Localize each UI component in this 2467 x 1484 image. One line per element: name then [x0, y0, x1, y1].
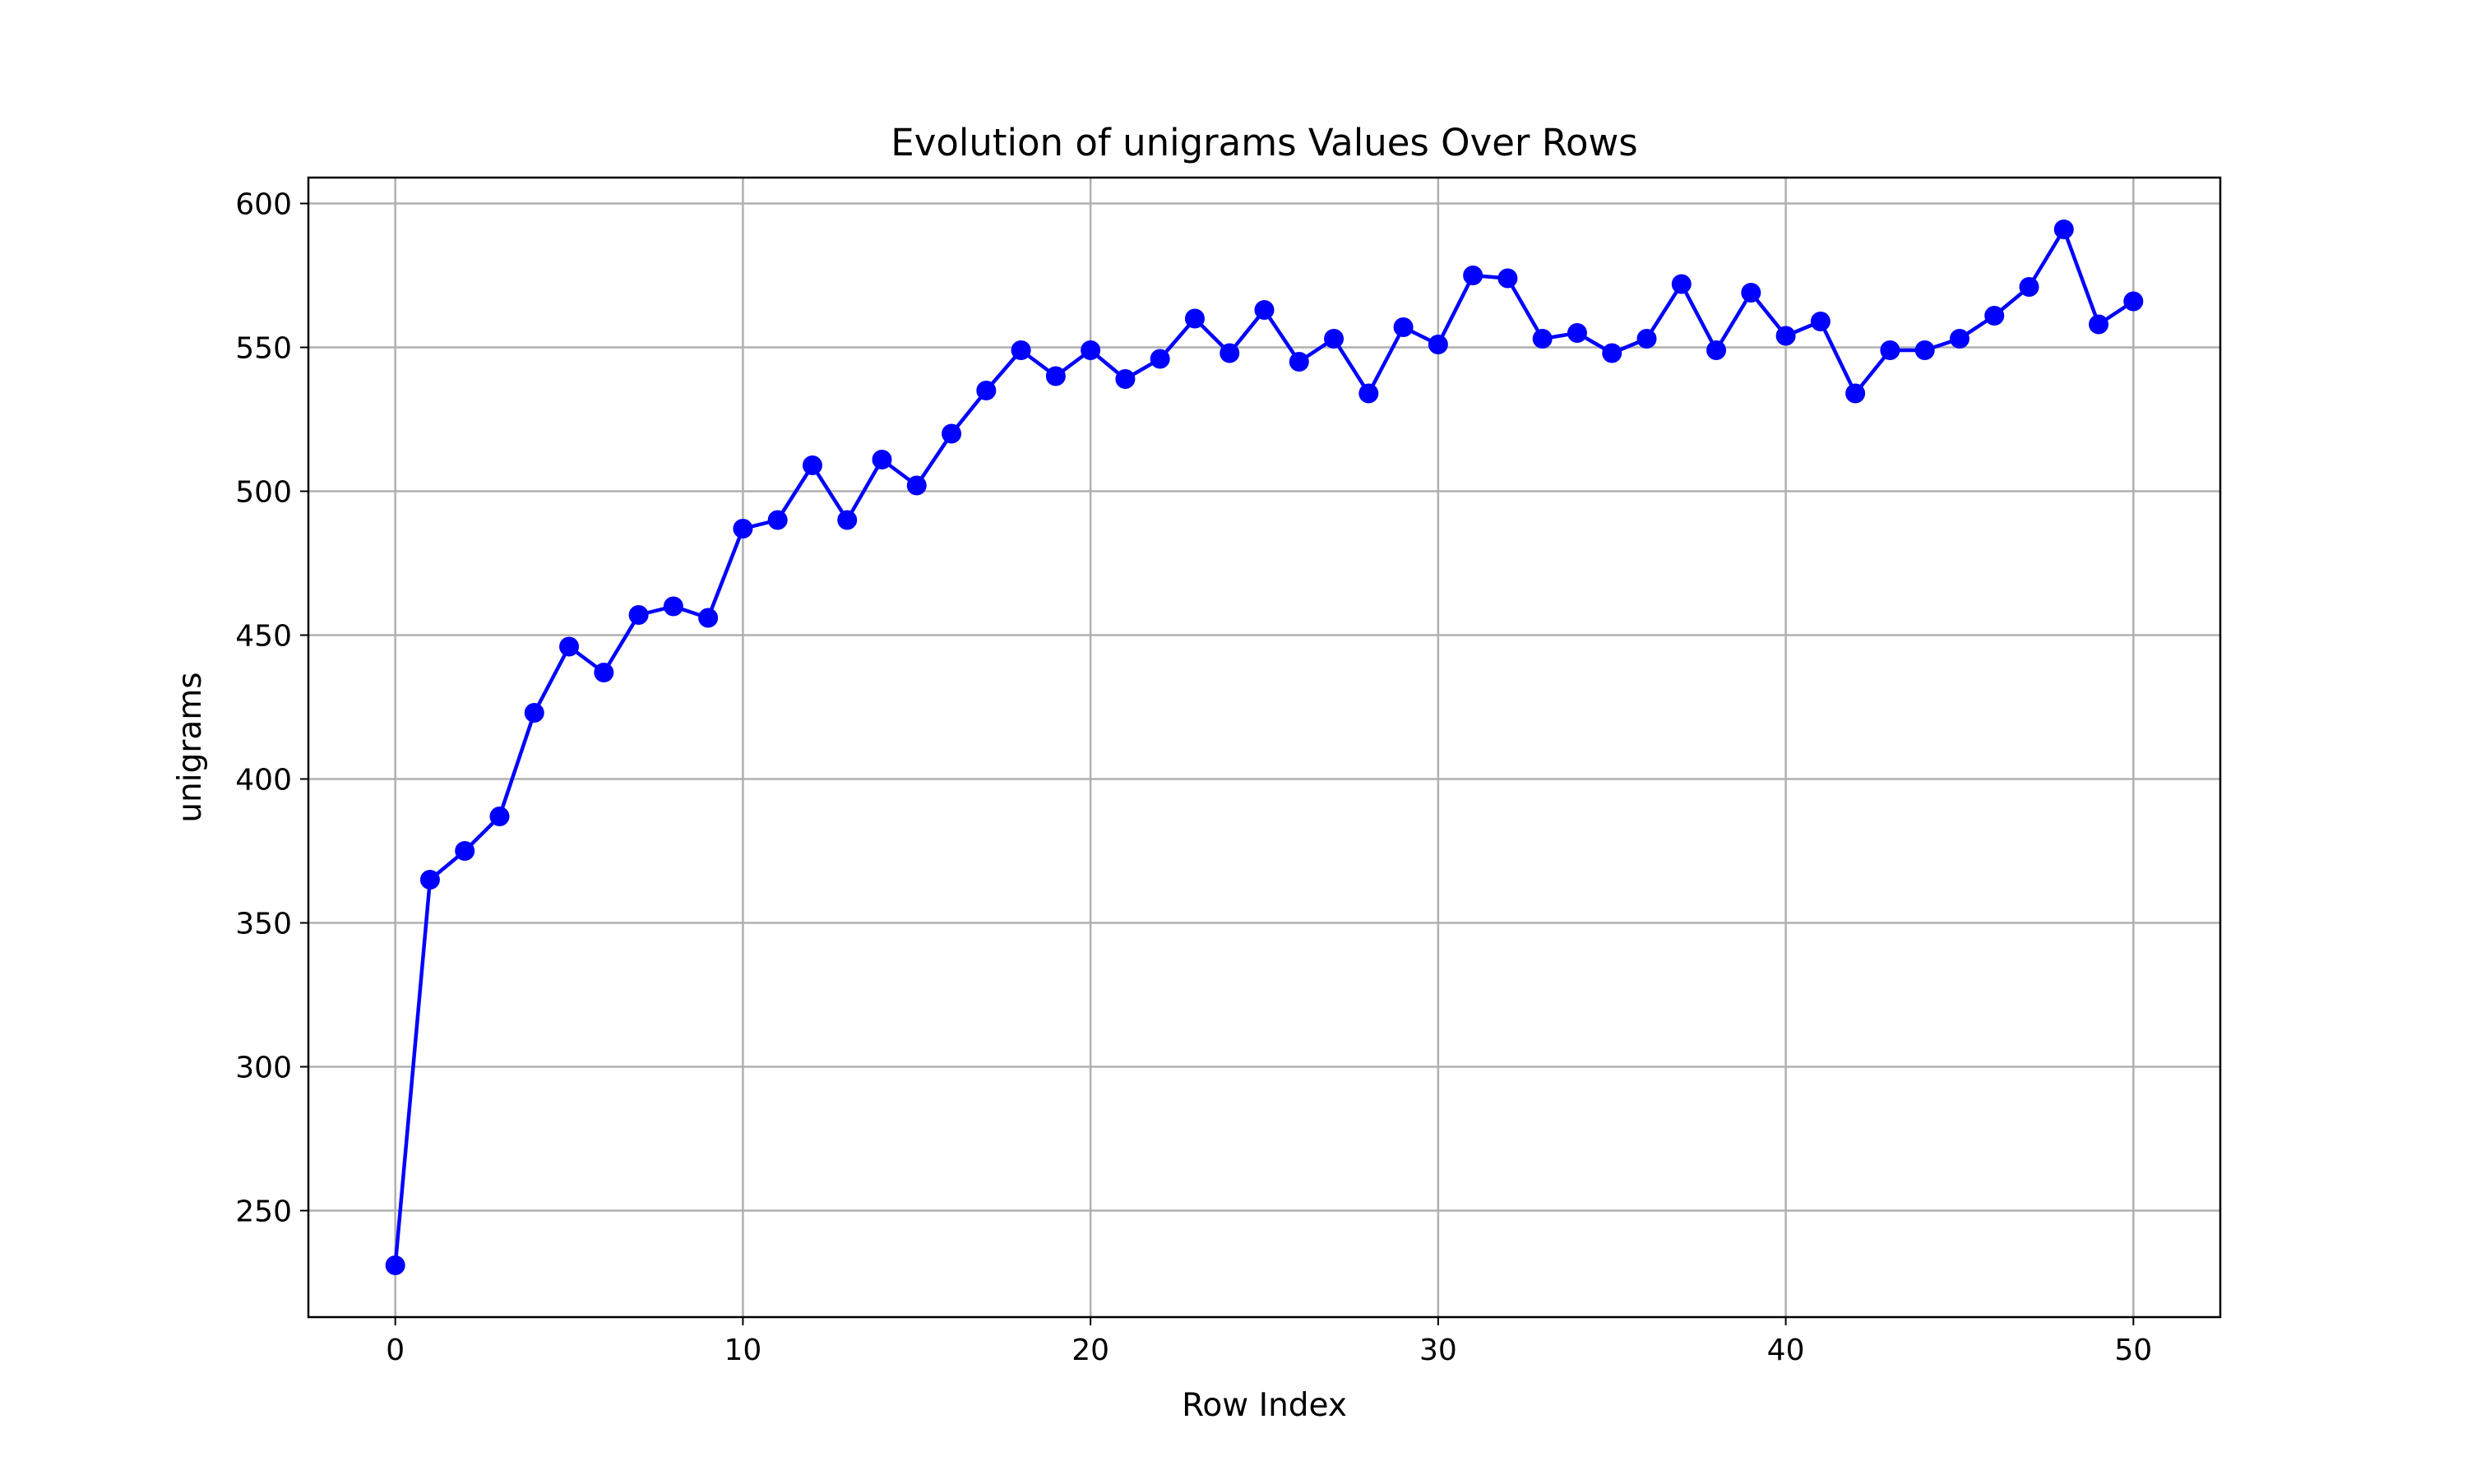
- series-line: [393, 227, 2135, 1266]
- data-point: [1324, 329, 1345, 349]
- y-tick-label: 250: [235, 1195, 292, 1229]
- data-point: [1741, 283, 1761, 303]
- data-point: [1949, 329, 1969, 349]
- data-point: [1636, 329, 1657, 349]
- y-tick-label: 600: [235, 188, 292, 222]
- data-point: [1393, 317, 1414, 337]
- data-point: [1532, 329, 1553, 349]
- data-point: [419, 870, 440, 890]
- data-point: [1081, 340, 1101, 360]
- data-point: [2019, 277, 2039, 297]
- data-point: [872, 450, 892, 469]
- data-point: [1810, 312, 1831, 331]
- data-point: [1671, 274, 1692, 294]
- y-tick-label: 400: [235, 764, 292, 797]
- data-point: [385, 1255, 405, 1275]
- x-tick-label: 0: [386, 1334, 405, 1367]
- data-point: [1045, 366, 1066, 386]
- data-point: [767, 510, 788, 530]
- data-point: [1184, 308, 1205, 329]
- data-point: [837, 510, 858, 530]
- data-point: [1984, 306, 2005, 326]
- data-point: [1289, 352, 1309, 372]
- data-point: [594, 663, 614, 682]
- data-point: [906, 475, 927, 496]
- data-point: [1567, 323, 1587, 343]
- series-layer: [385, 220, 2144, 1275]
- data-point: [733, 519, 753, 539]
- data-point: [1602, 343, 1622, 363]
- data-point: [976, 381, 997, 400]
- data-point: [663, 596, 683, 617]
- y-tick-label: 450: [235, 620, 292, 654]
- data-point: [942, 423, 962, 444]
- data-point: [1220, 343, 1240, 363]
- data-point: [1845, 383, 1866, 404]
- data-point: [489, 807, 510, 826]
- x-tick-label: 40: [1767, 1334, 1805, 1367]
- y-axis-label: unigrams: [172, 672, 209, 822]
- data-point: [1358, 383, 1379, 404]
- data-point: [455, 841, 475, 861]
- data-point: [524, 703, 544, 723]
- data-point: [1463, 266, 1483, 285]
- y-tick-label: 550: [235, 332, 292, 366]
- data-point: [559, 636, 580, 657]
- data-point: [2123, 291, 2144, 312]
- x-tick-label: 10: [724, 1334, 762, 1367]
- data-point: [1706, 340, 1727, 360]
- ticks: 0 10 20 30 40 50 250 300 350 400 450 500 550 600: [235, 188, 2152, 1368]
- x-tick-label: 50: [2114, 1334, 2152, 1367]
- data-point: [802, 455, 822, 475]
- data-point: [698, 608, 719, 628]
- x-tick-label: 20: [1072, 1334, 1109, 1367]
- data-point: [1011, 340, 1031, 360]
- data-point: [1150, 349, 1170, 369]
- y-tick-label: 300: [235, 1052, 292, 1085]
- plot-frame: [307, 176, 2222, 1319]
- data-point: [1115, 369, 1136, 389]
- x-tick-label: 30: [1419, 1334, 1457, 1367]
- data-point: [1880, 340, 1900, 360]
- data-point: [628, 605, 649, 625]
- data-point: [1254, 300, 1275, 320]
- data-point: [2089, 314, 2109, 335]
- data-point: [1428, 335, 1448, 354]
- data-point: [1775, 326, 1796, 346]
- data-point: [1497, 268, 1518, 289]
- data-point: [1914, 340, 1935, 360]
- y-tick-label: 500: [235, 476, 292, 510]
- chart-title: Evolution of unigrams Values Over Rows: [891, 121, 1637, 164]
- data-point: [2053, 220, 2074, 239]
- x-axis-label: Row Index: [1182, 1387, 1347, 1424]
- y-tick-label: 350: [235, 908, 292, 941]
